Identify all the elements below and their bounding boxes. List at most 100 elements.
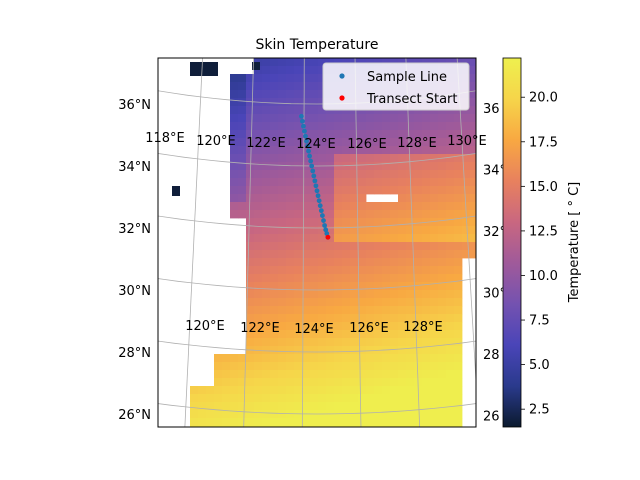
heatmap-cell bbox=[358, 362, 367, 371]
heatmap-cell bbox=[270, 186, 279, 195]
heatmap-cell bbox=[438, 218, 447, 227]
heatmap-cell bbox=[414, 218, 423, 227]
heatmap-cell bbox=[294, 266, 303, 275]
heatmap-cell bbox=[310, 210, 319, 219]
heatmap-cell bbox=[326, 170, 335, 179]
heatmap-cell bbox=[422, 202, 431, 211]
heatmap-cell bbox=[470, 58, 476, 67]
heatmap-cell bbox=[446, 338, 455, 347]
heatmap-cell bbox=[286, 66, 295, 75]
heatmap-cell bbox=[358, 250, 367, 259]
heatmap-cell bbox=[302, 266, 311, 275]
heatmap-cell bbox=[454, 298, 463, 307]
heatmap-cell bbox=[454, 130, 463, 139]
heatmap-cell bbox=[278, 322, 287, 331]
heatmap-cell bbox=[438, 274, 447, 283]
heatmap-cell bbox=[414, 154, 423, 163]
heatmap-cell bbox=[342, 386, 351, 395]
heatmap-cell bbox=[342, 178, 351, 187]
heatmap-cell bbox=[438, 130, 447, 139]
heatmap-cell bbox=[374, 322, 383, 331]
heatmap-cell bbox=[430, 306, 439, 315]
heatmap-cell bbox=[342, 346, 351, 355]
heatmap-cell bbox=[454, 178, 463, 187]
heatmap-cell bbox=[190, 410, 199, 419]
heatmap-cell bbox=[246, 210, 255, 219]
heatmap-cell bbox=[222, 378, 231, 387]
heatmap-cell bbox=[342, 122, 351, 131]
heatmap-cell bbox=[270, 402, 279, 411]
heatmap-cell bbox=[374, 186, 383, 195]
heatmap-cell bbox=[422, 418, 431, 427]
heatmap-cell bbox=[398, 170, 407, 179]
heatmap-cell bbox=[470, 82, 476, 91]
heatmap-cell bbox=[422, 138, 431, 147]
heatmap-cell bbox=[270, 98, 279, 107]
heatmap-cell bbox=[398, 282, 407, 291]
transect-start-point bbox=[325, 234, 331, 240]
heatmap-cell bbox=[454, 234, 463, 243]
heatmap-cell bbox=[382, 330, 391, 339]
heatmap-cell bbox=[230, 170, 239, 179]
heatmap-cell bbox=[430, 386, 439, 395]
heatmap-cell bbox=[430, 226, 439, 235]
heatmap-cell bbox=[390, 210, 399, 219]
heatmap-cell bbox=[430, 274, 439, 283]
heatmap-cell bbox=[454, 226, 463, 235]
heatmap-cell bbox=[398, 114, 407, 123]
heatmap-cell bbox=[286, 138, 295, 147]
heatmap-cell bbox=[326, 274, 335, 283]
heatmap-cell bbox=[294, 106, 303, 115]
heatmap-cell bbox=[398, 234, 407, 243]
heatmap-cell bbox=[206, 394, 215, 403]
heatmap-cell bbox=[262, 362, 271, 371]
heatmap-cell bbox=[438, 162, 447, 171]
heatmap-cell bbox=[302, 194, 311, 203]
heatmap-cell bbox=[278, 402, 287, 411]
heatmap-cell bbox=[294, 290, 303, 299]
heatmap-cell bbox=[438, 370, 447, 379]
heatmap-cell bbox=[262, 154, 271, 163]
heatmap-cell bbox=[318, 146, 327, 155]
heatmap-cell bbox=[302, 178, 311, 187]
heatmap-cell bbox=[446, 114, 455, 123]
heatmap-cell bbox=[286, 402, 295, 411]
heatmap-cell bbox=[326, 194, 335, 203]
lat-tick-labels: 26°N 28°N 30°N 32°N 34°N 36°N bbox=[118, 98, 151, 423]
heatmap-cell bbox=[262, 194, 271, 203]
heatmap-cell bbox=[406, 266, 415, 275]
heatmap-cell bbox=[350, 250, 359, 259]
heatmap-cell bbox=[390, 298, 399, 307]
heatmap-cell bbox=[334, 138, 343, 147]
heatmap-cell bbox=[390, 178, 399, 187]
heatmap-cell bbox=[310, 370, 319, 379]
heatmap-cell bbox=[438, 378, 447, 387]
heatmap-cell bbox=[246, 330, 255, 339]
heatmap-cell bbox=[294, 378, 303, 387]
heatmap-cell bbox=[438, 322, 447, 331]
heatmap-cell bbox=[422, 290, 431, 299]
heatmap-cell bbox=[286, 210, 295, 219]
heatmap-cell bbox=[342, 154, 351, 163]
heatmap-cell bbox=[326, 242, 335, 251]
heatmap-cell bbox=[302, 330, 311, 339]
heatmap-cell bbox=[302, 338, 311, 347]
heatmap-cell bbox=[318, 130, 327, 139]
heatmap-cell bbox=[350, 178, 359, 187]
heatmap-cell bbox=[262, 98, 271, 107]
heatmap-cell bbox=[262, 378, 271, 387]
heatmap-cell bbox=[358, 202, 367, 211]
heatmap-cell bbox=[406, 306, 415, 315]
heatmap-cell bbox=[318, 250, 327, 259]
colorbar-tick-label: 17.5 bbox=[529, 135, 558, 150]
heatmap-cell bbox=[382, 370, 391, 379]
heatmap-cell bbox=[302, 58, 311, 67]
heatmap-cell bbox=[454, 274, 463, 283]
colorbar-tick-label: 12.5 bbox=[529, 224, 558, 239]
heatmap-cell bbox=[446, 346, 455, 355]
heatmap-cell bbox=[222, 402, 231, 411]
heatmap-cell bbox=[238, 98, 247, 107]
heatmap-cell bbox=[438, 346, 447, 355]
heatmap-cell bbox=[230, 402, 239, 411]
heatmap-cell bbox=[414, 282, 423, 291]
